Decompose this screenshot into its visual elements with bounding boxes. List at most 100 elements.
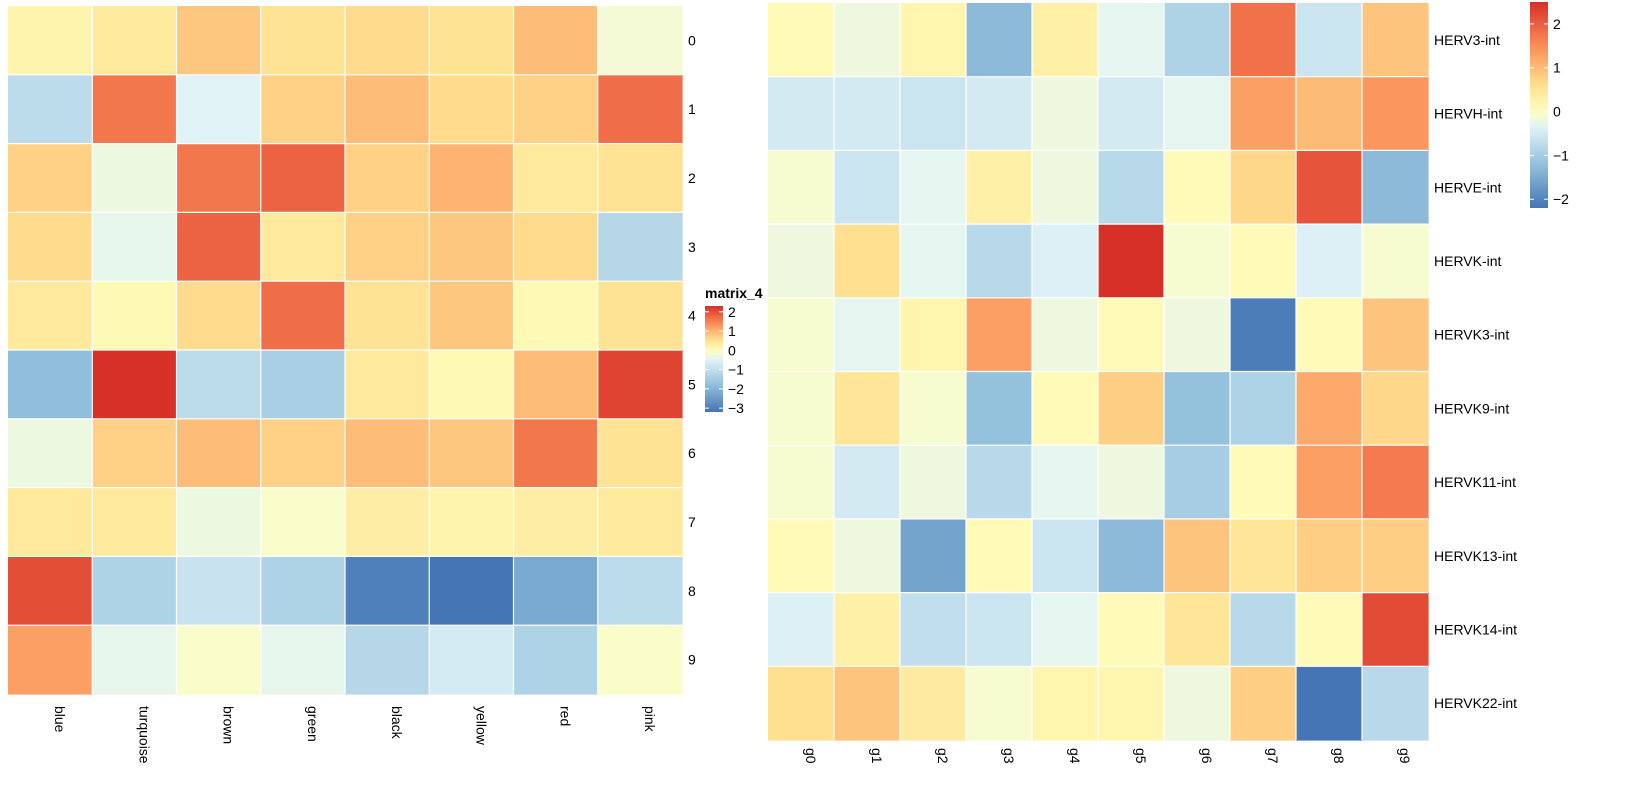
legend-left: matrix_4 2 1 0 −1 −2 −3 (705, 285, 763, 416)
row-label: 7 (688, 514, 696, 530)
heatmap-cell (966, 224, 1033, 299)
heatmap-cell (1032, 592, 1099, 667)
heatmap-cell (1032, 518, 1099, 594)
heatmap-cell (1230, 371, 1297, 446)
heatmap-cell (834, 3, 901, 78)
legend-title: matrix_4 (705, 285, 763, 301)
heatmap-cell (1164, 445, 1231, 520)
legend-colorbar (705, 306, 723, 412)
heatmap-cell (345, 418, 430, 489)
row-label: HERVK11-int (1434, 474, 1516, 490)
heatmap-cell (1098, 666, 1165, 741)
column-label: yellow (473, 706, 489, 746)
row-label: 3 (688, 239, 696, 255)
heatmap-cell (8, 487, 93, 557)
column-label: green (305, 706, 321, 742)
heatmap-cell (176, 143, 262, 213)
heatmap-cell (900, 76, 967, 151)
heatmap-cell (1296, 150, 1363, 225)
heatmap-cell (176, 418, 262, 489)
heatmap-cell (345, 74, 430, 145)
heatmap-cell (768, 592, 835, 667)
heatmap-cell (513, 281, 599, 351)
column-label: g0 (803, 748, 819, 764)
heatmap-cell (8, 556, 93, 626)
heatmap-cell (834, 76, 901, 151)
heatmap-cell (92, 6, 178, 76)
heatmap-cell (1362, 297, 1429, 373)
heatmap-cell (1362, 445, 1429, 520)
heatmap-cell (1362, 371, 1429, 446)
heatmap-cell (900, 297, 967, 373)
legend-tick-label: −1 (1553, 147, 1569, 163)
heatmap-cell (345, 350, 430, 420)
heatmap-cell (1230, 150, 1297, 225)
heatmap-cell (900, 371, 967, 446)
legend-tick-label: 2 (728, 304, 736, 320)
heatmap-cell (513, 6, 599, 76)
heatmap-cell (513, 556, 599, 626)
heatmap-cell (429, 281, 515, 351)
heatmap-cell (834, 445, 901, 520)
heatmap-cell (513, 74, 599, 145)
heatmap-cell (8, 350, 93, 420)
heatmap-cell (176, 625, 262, 695)
column-label: blue (52, 706, 68, 733)
row-label: HERVK-int (1434, 253, 1502, 269)
row-label: 0 (688, 32, 696, 48)
column-label: red (558, 706, 574, 726)
legend-right: 2 1 0 −1 −2 (1530, 2, 1569, 208)
heatmap-cell (92, 625, 178, 695)
heatmap-cell (966, 297, 1033, 373)
heatmap-cell (1362, 518, 1429, 594)
heatmap-cell (1296, 224, 1363, 299)
heatmap-cell (1296, 371, 1363, 446)
heatmap-cell (768, 224, 835, 299)
column-label: black (389, 706, 405, 740)
row-label: 8 (688, 583, 696, 599)
row-label: HERVK14-int (1434, 621, 1517, 637)
heatmap-cell (1164, 224, 1231, 299)
legend-tick-label: 1 (1553, 60, 1561, 76)
legend-tick-label: 0 (1553, 104, 1561, 120)
heatmap-cell (1032, 297, 1099, 373)
heatmap-cell (1164, 518, 1231, 594)
heatmap-cell (8, 143, 93, 213)
heatmap-cell (768, 76, 835, 151)
heatmap-cell (429, 212, 515, 282)
row-label: 1 (688, 101, 696, 117)
heatmap-cell (597, 212, 683, 282)
heatmap-cell (1032, 3, 1099, 78)
column-label: g9 (1397, 748, 1413, 764)
heatmap-cell (768, 666, 835, 741)
heatmap-cell (92, 212, 178, 282)
heatmap-cell (513, 418, 599, 489)
legend-tick-label: 1 (728, 323, 736, 339)
heatmap-cell (8, 625, 93, 695)
heatmap-cell (1032, 150, 1099, 225)
row-label: HERV3-int (1434, 32, 1500, 48)
heatmap-cell (1032, 445, 1099, 520)
heatmap-cell (834, 224, 901, 299)
heatmap-cell (92, 350, 178, 420)
heatmap-cell (1164, 3, 1231, 78)
heatmap-cell (1230, 297, 1297, 373)
heatmap-cell (1098, 297, 1165, 373)
legend-tick-label: −2 (728, 381, 744, 397)
heatmap-cell (176, 212, 262, 282)
heatmap-cell (900, 224, 967, 299)
heatmap-cell (513, 143, 599, 213)
heatmap-cell (345, 487, 430, 557)
heatmap-cell (1098, 150, 1165, 225)
heatmap-cell (1164, 150, 1231, 225)
heatmap-cell (429, 74, 515, 145)
heatmap-cell (597, 6, 683, 76)
heatmap-cell (597, 556, 683, 626)
row-label: HERVH-int (1434, 106, 1502, 122)
heatmap-cell (429, 350, 515, 420)
heatmap-cell (768, 518, 835, 594)
legend-colorbar (1530, 2, 1548, 208)
row-label: HERVK22-int (1434, 695, 1517, 711)
row-label: HERVE-int (1434, 179, 1502, 195)
heatmap-cell (92, 487, 178, 557)
